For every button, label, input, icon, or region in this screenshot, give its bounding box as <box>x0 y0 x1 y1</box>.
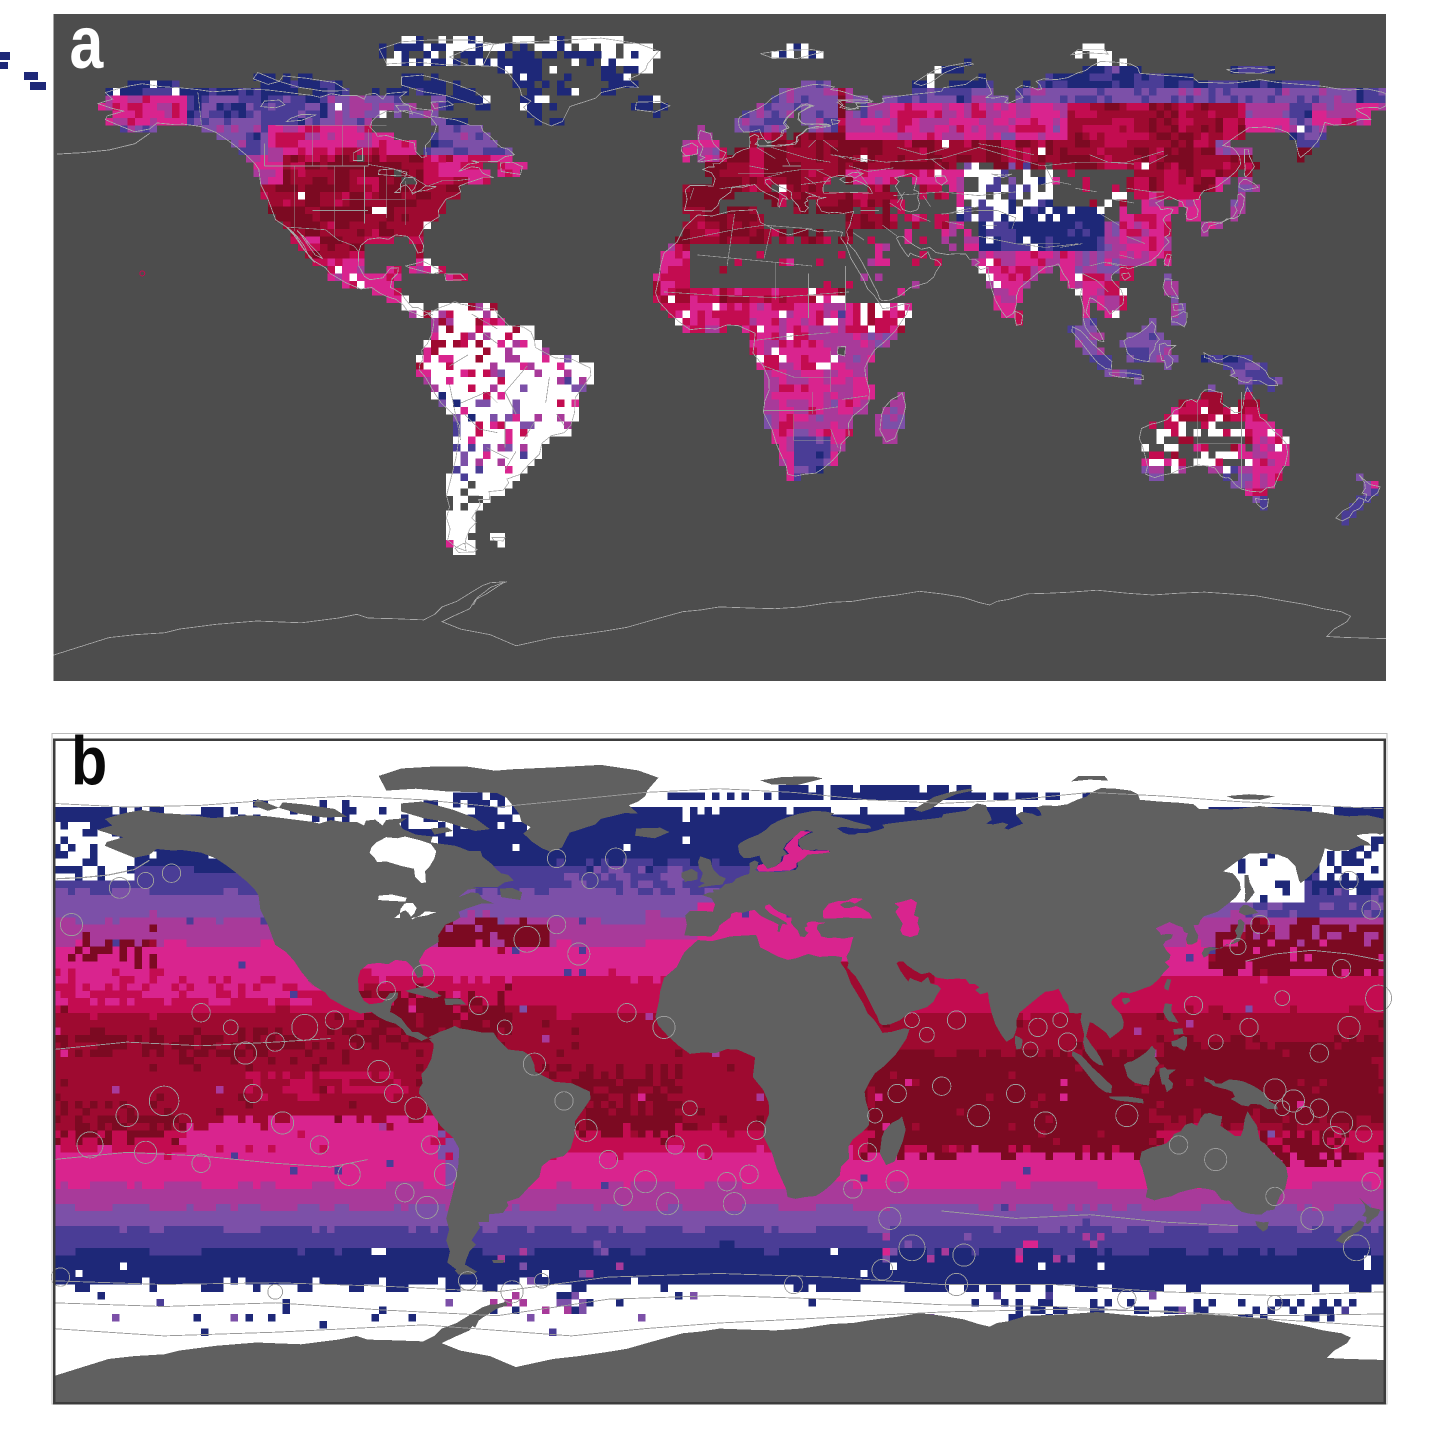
svg-text:a: a <box>70 2 105 84</box>
svg-text:b: b <box>71 722 107 799</box>
